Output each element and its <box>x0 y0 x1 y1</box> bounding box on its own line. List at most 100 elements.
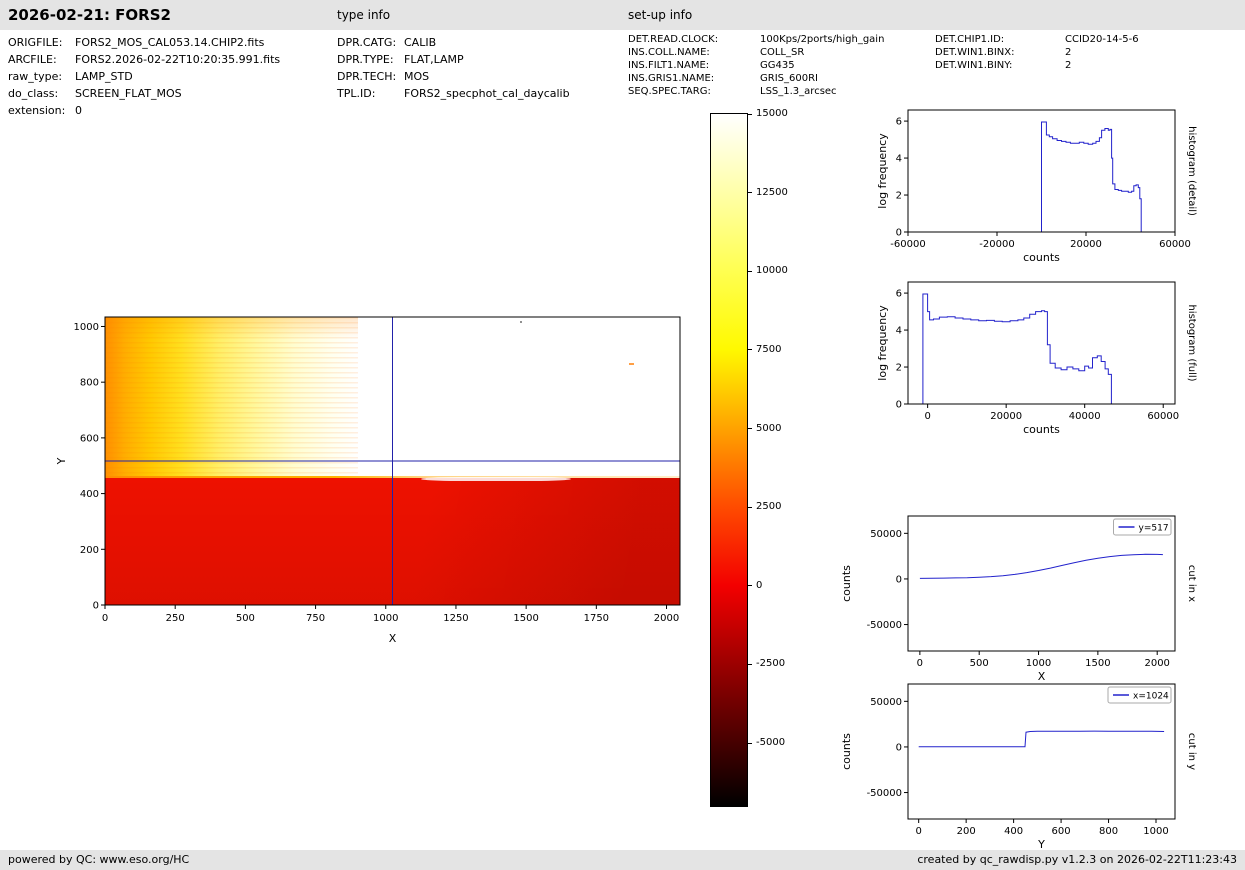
page-title: 2026-02-21: FORS2 <box>8 0 171 30</box>
x-tick-label: 500 <box>236 613 255 624</box>
x-tick-label: 1500 <box>513 613 538 624</box>
info-value: GG435 <box>760 60 795 73</box>
info-row: INS.GRIS1.NAME:GRIS_600RI <box>628 73 884 86</box>
x-axis-label: X <box>389 632 397 645</box>
x-tick-label: 60000 <box>1159 239 1191 250</box>
colorbar-tick-label: 0 <box>756 580 762 592</box>
info-label: ARCFILE: <box>8 53 75 70</box>
plot-frame <box>908 516 1175 651</box>
header-bar: 2026-02-21: FORS2 type info set-up info <box>0 0 1245 30</box>
y-tick-label: 50000 <box>870 697 902 708</box>
cut-in-x-plot: 0500100015002000-50000050000Xcountscut i… <box>840 508 1230 691</box>
info-label: DET.CHIP1.ID: <box>935 34 1065 47</box>
y-tick-label: -50000 <box>867 788 902 799</box>
colorbar-tick <box>748 585 752 586</box>
info-label: do_class: <box>8 87 75 104</box>
info-value: 2 <box>1065 60 1071 73</box>
info-value: COLL_SR <box>760 47 804 60</box>
info-value: FORS2_MOS_CAL053.14.CHIP2.fits <box>75 36 264 53</box>
right-axis-label: cut in x <box>1186 565 1197 602</box>
info-value: FORS2_specphot_cal_daycalib <box>404 87 570 104</box>
raw-image-axes: 0250500750100012501500175020000200400600… <box>37 309 707 654</box>
info-label: DET.WIN1.BINY: <box>935 60 1065 73</box>
info-value: CCID20-14-5-6 <box>1065 34 1139 47</box>
info-value: SCREEN_FLAT_MOS <box>75 87 182 104</box>
colorbar-tick <box>748 664 752 665</box>
info-row: DPR.TECH:MOS <box>337 70 570 87</box>
series-line <box>1042 122 1142 232</box>
info-value: LSS_1.3_arcsec <box>760 86 837 99</box>
info-row: ARCFILE:FORS2.2026-02-22T10:20:35.991.fi… <box>8 53 280 70</box>
x-axis-label: counts <box>1023 423 1060 436</box>
info-row: DPR.CATG:CALIB <box>337 36 570 53</box>
y-tick-label: 4 <box>896 154 902 165</box>
x-tick-label: 60000 <box>1147 411 1179 422</box>
info-label: INS.COLL.NAME: <box>628 47 760 60</box>
info-row: INS.FILT1.NAME:GG435 <box>628 60 884 73</box>
info-value: MOS <box>404 70 429 87</box>
file-info-block: ORIGFILE:FORS2_MOS_CAL053.14.CHIP2.fitsA… <box>8 36 280 121</box>
legend-label: x=1024 <box>1133 692 1169 702</box>
y-tick-label: 50000 <box>870 529 902 540</box>
colorbar-tick-label: -5000 <box>756 737 785 749</box>
x-tick-label: 20000 <box>990 411 1022 422</box>
x-tick-label: 1750 <box>584 613 609 624</box>
y-tick-label: 0 <box>896 400 902 411</box>
info-value: GRIS_600RI <box>760 73 818 86</box>
y-tick-label: 6 <box>896 117 902 128</box>
y-tick-label: 6 <box>896 289 902 300</box>
x-tick-label: 400 <box>1004 826 1023 837</box>
plot-frame <box>908 684 1175 819</box>
colorbar-tick-label: 12500 <box>756 187 788 199</box>
info-label: extension: <box>8 104 75 121</box>
x-tick-label: 600 <box>1052 826 1071 837</box>
y-axis-label: counts <box>840 733 853 770</box>
info-label: DPR.CATG: <box>337 36 404 53</box>
colorbar-tick <box>748 271 752 272</box>
colorbar-tick <box>748 428 752 429</box>
info-row: DET.CHIP1.ID:CCID20-14-5-6 <box>935 34 1139 47</box>
info-label: DET.WIN1.BINX: <box>935 47 1065 60</box>
y-tick-label: -50000 <box>867 620 902 631</box>
info-row: SEQ.SPEC.TARG:LSS_1.3_arcsec <box>628 86 884 99</box>
info-value: FLAT,LAMP <box>404 53 464 70</box>
setup-info-heading: set-up info <box>628 0 692 30</box>
info-value: 2 <box>1065 47 1071 60</box>
x-tick-label: 40000 <box>1069 411 1101 422</box>
info-row: DPR.TYPE:FLAT,LAMP <box>337 53 570 70</box>
series-line <box>923 294 1112 404</box>
right-axis-label: histogram (detail) <box>1186 126 1197 216</box>
y-tick-label: 600 <box>80 433 99 444</box>
x-tick-label: 1500 <box>1085 658 1110 669</box>
x-tick-label: 750 <box>306 613 325 624</box>
y-tick-label: 400 <box>80 489 99 500</box>
x-tick-label: 200 <box>957 826 976 837</box>
info-row: DET.READ.CLOCK:100Kps/2ports/high_gain <box>628 34 884 47</box>
info-label: INS.FILT1.NAME: <box>628 60 760 73</box>
y-tick-label: 2 <box>896 363 902 374</box>
type-info-block: DPR.CATG:CALIBDPR.TYPE:FLAT,LAMPDPR.TECH… <box>337 36 570 104</box>
type-info-heading: type info <box>337 0 390 30</box>
colorbar-tick <box>748 349 752 350</box>
x-tick-label: 1000 <box>1026 658 1051 669</box>
colorbar-tick-label: 10000 <box>756 265 788 277</box>
cut-in-y-plot: 02004006008001000-50000050000Ycountscut … <box>840 676 1230 859</box>
info-row: TPL.ID:FORS2_specphot_cal_daycalib <box>337 87 570 104</box>
info-label: DPR.TECH: <box>337 70 404 87</box>
colorbar-tick-label: 15000 <box>756 108 788 120</box>
info-row: raw_type:LAMP_STD <box>8 70 280 87</box>
colorbar-tick-label: 7500 <box>756 344 781 356</box>
x-tick-label: -20000 <box>979 239 1014 250</box>
footer-left-text: powered by QC: www.eso.org/HC <box>8 850 189 870</box>
info-label: DPR.TYPE: <box>337 53 404 70</box>
info-row: do_class:SCREEN_FLAT_MOS <box>8 87 280 104</box>
y-tick-label: 200 <box>80 545 99 556</box>
x-tick-label: 0 <box>917 658 923 669</box>
colorbar-tick-label: 5000 <box>756 423 781 435</box>
setup-info-block: DET.READ.CLOCK:100Kps/2ports/high_gainIN… <box>628 34 884 99</box>
info-value: CALIB <box>404 36 436 53</box>
x-tick-label: 0 <box>915 826 921 837</box>
y-tick-label: 800 <box>80 378 99 389</box>
colorbar-tick-layer: 1500012500100007500500025000-2500-5000 <box>710 114 820 806</box>
series-line <box>920 554 1163 578</box>
